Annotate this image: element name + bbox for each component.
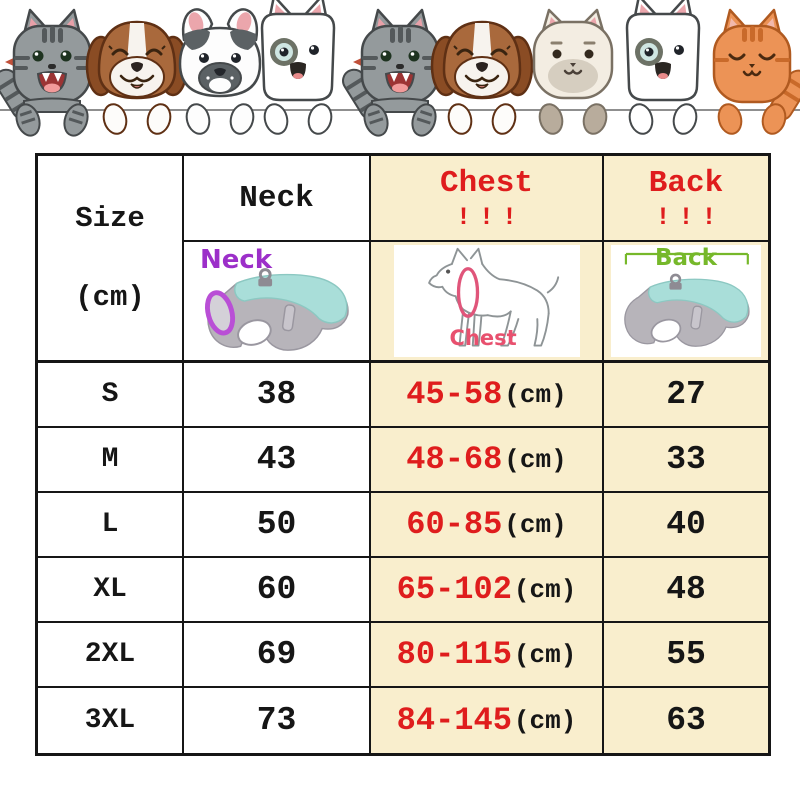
chest-range: 45-58 [406,376,503,413]
neck-diagram-cell: Neck [184,242,371,363]
chest-value-cell: 65-102 (cm) [371,558,604,623]
chest-diagram-label: Chest [449,326,517,350]
neck-value-cell: 43 [184,428,371,493]
back-header-alert: !!! [655,203,725,232]
chest-value-cell: 84-145 (cm) [371,688,604,753]
chest-highlight-ring [456,267,479,318]
size-header-label: Size [75,202,145,235]
pets-banner-image [0,0,800,141]
chest-range: 60-85 [406,506,503,543]
back-diagram-cell: Back [604,242,768,363]
neck-value-cell: 60 [184,558,371,623]
brown-beagle-dog-icon [85,20,189,138]
size-header-unit: (cm) [75,281,145,314]
back-diagram-label: Back [655,245,717,271]
white-patch-cat-icon [260,0,336,138]
chest-diagram-cell: Chest [371,242,604,363]
neck-value-cell: 69 [184,623,371,688]
chest-header-alert: !!! [455,203,525,232]
chest-diagram-photo: Chest [393,245,580,357]
chest-unit: (cm) [513,574,577,605]
chest-range: 80-115 [396,636,512,673]
neck-diagram-label: Neck [200,245,273,275]
back-value-cell: 48 [604,558,768,623]
neck-value-cell: 50 [184,493,371,558]
chest-range: 84-145 [396,702,512,739]
size-cell: XL [38,558,184,623]
vest-back-image [623,252,751,348]
size-cell: 3XL [38,688,184,753]
chest-unit: (cm) [513,705,577,736]
chest-unit: (cm) [513,639,577,670]
back-header-label: Back [648,166,724,201]
size-header-cell: Size (cm) [38,156,184,363]
chest-header-label: Chest [439,166,533,201]
chest-value-cell: 60-85 (cm) [371,493,604,558]
back-value-cell: 55 [604,623,768,688]
vest-neck-image [204,268,349,352]
chest-range: 48-68 [406,441,503,478]
chest-unit: (cm) [504,444,567,475]
back-diagram-photo: Back [611,245,761,357]
back-column-header: Back !!! [604,156,768,242]
gray-tabby-cat-icon [0,8,102,141]
neck-highlight-ring [204,290,235,336]
chest-unit: (cm) [504,379,567,410]
size-cell: S [38,363,184,428]
chest-value-cell: 45-58 (cm) [371,363,604,428]
chest-value-cell: 80-115 (cm) [371,623,604,688]
back-measure-line [624,252,749,265]
size-chart-table: Size (cm) Neck Chest !!! Back !!! Neck [35,153,771,756]
chest-value-cell: 48-68 (cm) [371,428,604,493]
size-cell: 2XL [38,623,184,688]
size-cell: M [38,428,184,493]
cream-cat-icon [532,8,614,138]
chest-range: 65-102 [396,571,512,608]
orange-tabby-cat-icon [712,8,800,139]
pets-banner [0,0,800,152]
brown-beagle-dog-icon [430,20,534,138]
neck-value-cell: 73 [184,688,371,753]
neck-value-cell: 38 [184,363,371,428]
chest-unit: (cm) [504,509,567,540]
french-bulldog-icon [178,8,262,138]
back-value-cell: 40 [604,493,768,558]
white-patch-cat-icon [625,0,701,138]
dog-sketch-image [427,247,559,347]
back-value-cell: 33 [604,428,768,493]
size-cell: L [38,493,184,558]
back-value-cell: 27 [604,363,768,428]
back-value-cell: 63 [604,688,768,753]
neck-header-label: Neck [239,180,314,216]
neck-column-header: Neck [184,156,371,242]
chest-column-header: Chest !!! [371,156,604,242]
gray-tabby-cat-icon [336,8,449,141]
